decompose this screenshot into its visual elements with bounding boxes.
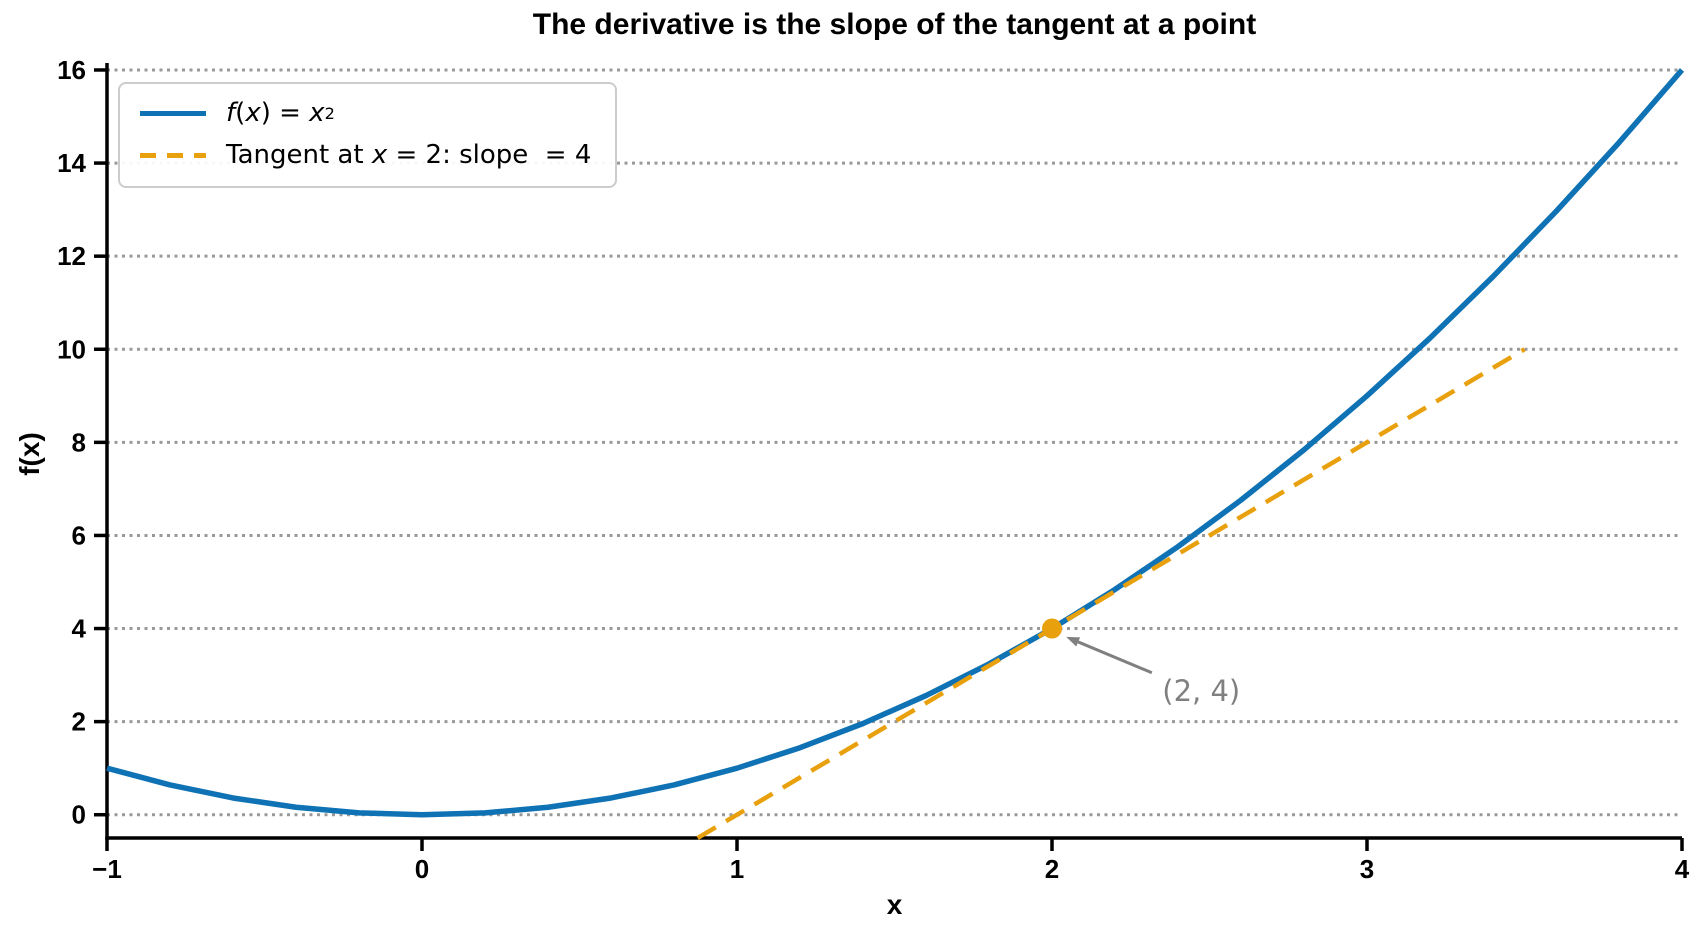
legend-label-part: ( — [235, 98, 246, 128]
x-tick-label: 4 — [1675, 854, 1690, 884]
legend-label-part: = 2: slope = 4 — [387, 140, 592, 170]
tangent-point-marker — [1042, 618, 1062, 639]
annotation-arrow — [1077, 640, 1153, 675]
curve-line — [106, 68, 1685, 818]
x-tick-label: 2 — [1045, 854, 1059, 884]
legend-label-part: 2 — [324, 103, 335, 123]
legend-label-part: ) = — [260, 98, 310, 128]
legend-label-part: Tangent at — [226, 140, 372, 170]
y-tick-label: 6 — [72, 520, 86, 550]
x-axis-label: x — [886, 889, 903, 920]
tangent-line — [696, 347, 1526, 840]
y-axis-label: f(x) — [14, 432, 45, 476]
legend: f(x) = x 2 Tangent at x = 2: slope = 4 — [118, 82, 618, 188]
legend-item: Tangent at x = 2: slope = 4 — [140, 134, 591, 176]
annotation-arrowhead — [1066, 636, 1081, 647]
legend-label-part: x — [309, 98, 325, 128]
x-tick-label: 0 — [415, 854, 429, 884]
solid-line-swatch — [140, 110, 206, 116]
y-tick-label: 8 — [72, 427, 86, 457]
x-tick-label: −1 — [92, 854, 122, 884]
legend-label-part: x — [245, 98, 261, 128]
y-tick-label: 14 — [57, 148, 86, 178]
chart-title: The derivative is the slope of the tange… — [532, 8, 1257, 41]
y-tick-label: 10 — [57, 334, 86, 364]
point-annotation: (2, 4) — [1162, 674, 1240, 708]
y-tick-label: 2 — [72, 707, 86, 737]
y-tick-label: 16 — [57, 55, 86, 85]
legend-label-part: f — [226, 98, 236, 128]
dashed-line-swatch — [140, 152, 206, 158]
y-tick-label: 0 — [72, 800, 86, 830]
x-tick-label: 1 — [730, 854, 744, 884]
legend-label-part: x — [371, 140, 388, 170]
x-tick-label: 3 — [1360, 854, 1374, 884]
y-tick-label: 12 — [57, 241, 86, 271]
y-tick-label: 4 — [72, 614, 87, 644]
